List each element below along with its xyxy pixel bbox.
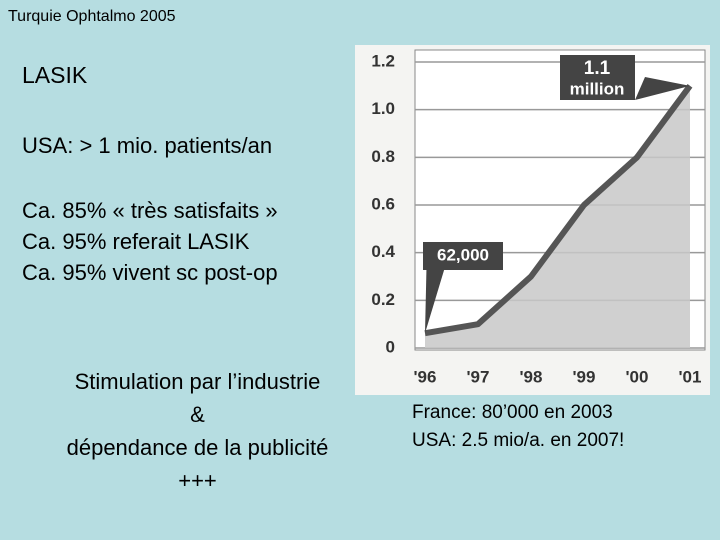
x-tick-label: '98 [520,367,543,386]
note: France: 80’000 en 2003 [412,402,613,423]
y-tick-label: 0.4 [371,242,395,261]
area [425,85,690,349]
x-tick-label: '99 [573,367,596,386]
y-tick-label: 0.6 [371,194,395,213]
annotation-pointer [635,77,690,100]
x-tick-label: '00 [626,367,649,386]
annotation: 62,000 [437,245,489,264]
y-tick-label: 0.8 [371,147,395,166]
annotation-box [423,242,503,270]
x-tick-label: '97 [467,367,490,386]
text-line: & [190,402,205,427]
text-line: Ca. 95% vivent sc post-op [22,260,278,285]
x-tick-label: '96 [414,367,437,386]
text-line: dépendance de la publicité [66,435,329,460]
y-tick-label: 0.2 [371,290,395,309]
annotation-box [560,55,635,100]
title: LASIK [22,62,88,88]
text-line: Ca. 95% referait LASIK [22,229,250,254]
y-tick-label: 0 [386,337,395,356]
line [424,84,693,337]
text-line: +++ [178,468,217,493]
annotation: million [570,79,625,98]
chart: 0 0.2 0.4 0.6 0.8 1.0 1.2 '96 '97 '98 '99 '00 '01 1.1… [355,45,710,395]
y-tick-label: 1.2 [371,51,395,70]
text-line: USA: > 1 mio. patients/an [22,133,273,158]
x-tick-label: '01 [679,367,702,386]
annotation: 1.1 [584,58,611,79]
note: USA: 2.5 mio/a. en 2007! [412,430,625,451]
header: Turquie Ophtalmo 2005 [8,8,176,25]
stimulation: Stimulation par l’industrie & dépendance… [10,365,385,497]
text-line: Ca. 85% « très satisfaits » [22,198,278,223]
y-tick-label: 1.0 [371,99,395,118]
text-line: Stimulation par l’industrie [74,369,321,394]
